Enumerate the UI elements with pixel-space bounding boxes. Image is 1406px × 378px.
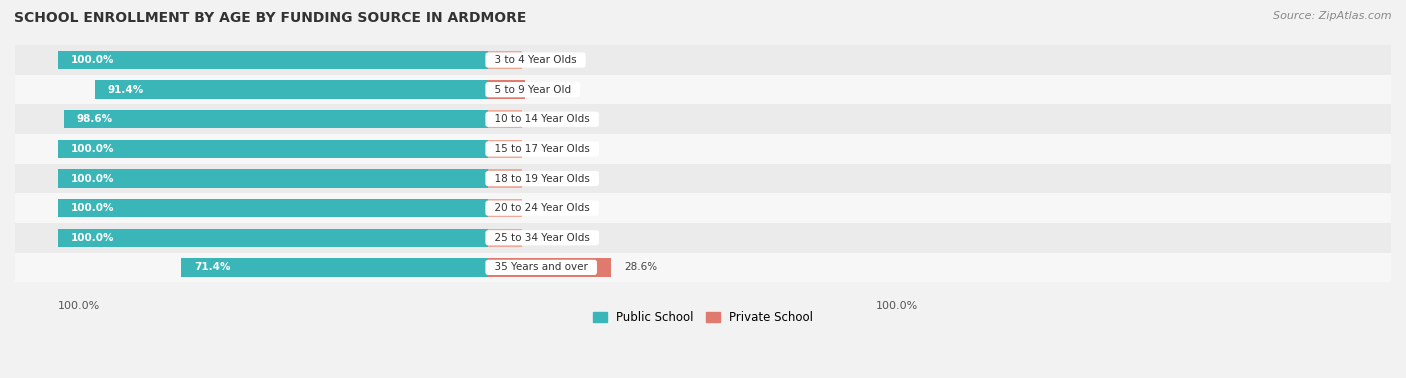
Bar	[488, 140, 523, 158]
Bar	[15, 134, 1391, 164]
Text: 1.4%: 1.4%	[536, 114, 562, 124]
Bar	[15, 104, 1391, 134]
Text: 100.0%: 100.0%	[58, 301, 100, 311]
Bar	[58, 169, 488, 188]
Bar	[15, 193, 1391, 223]
Bar	[15, 223, 1391, 253]
Text: 25 to 34 Year Olds: 25 to 34 Year Olds	[488, 233, 596, 243]
Text: 35 Years and over: 35 Years and over	[488, 262, 595, 273]
Text: 3 to 4 Year Olds: 3 to 4 Year Olds	[488, 55, 583, 65]
Text: 0.0%: 0.0%	[536, 203, 561, 213]
Text: 18 to 19 Year Olds: 18 to 19 Year Olds	[488, 174, 596, 184]
Bar	[488, 110, 523, 129]
Bar	[488, 81, 524, 99]
Text: 100.0%: 100.0%	[70, 174, 114, 184]
Bar	[96, 81, 488, 99]
Text: 100.0%: 100.0%	[70, 55, 114, 65]
Text: 91.4%: 91.4%	[108, 85, 145, 94]
Bar	[15, 253, 1391, 282]
Bar	[58, 140, 488, 158]
Text: 5 to 9 Year Old: 5 to 9 Year Old	[488, 85, 578, 94]
Text: 98.6%: 98.6%	[77, 114, 112, 124]
Bar	[15, 75, 1391, 104]
Text: 100.0%: 100.0%	[70, 233, 114, 243]
Text: 100.0%: 100.0%	[70, 144, 114, 154]
Text: 0.0%: 0.0%	[536, 233, 561, 243]
Bar	[488, 258, 612, 277]
Bar	[488, 169, 523, 188]
Bar	[181, 258, 488, 277]
Bar	[58, 51, 488, 69]
Bar	[65, 110, 488, 129]
Text: 100.0%: 100.0%	[70, 203, 114, 213]
Text: 28.6%: 28.6%	[624, 262, 657, 273]
Bar	[488, 229, 523, 247]
Bar	[15, 164, 1391, 193]
Text: 100.0%: 100.0%	[876, 301, 918, 311]
Bar	[488, 51, 523, 69]
Text: SCHOOL ENROLLMENT BY AGE BY FUNDING SOURCE IN ARDMORE: SCHOOL ENROLLMENT BY AGE BY FUNDING SOUR…	[14, 11, 526, 25]
Text: 10 to 14 Year Olds: 10 to 14 Year Olds	[488, 114, 596, 124]
Bar	[15, 45, 1391, 75]
Bar	[488, 199, 523, 217]
Text: Source: ZipAtlas.com: Source: ZipAtlas.com	[1274, 11, 1392, 21]
Text: 0.0%: 0.0%	[536, 174, 561, 184]
Bar	[58, 199, 488, 217]
Bar	[58, 229, 488, 247]
Text: 20 to 24 Year Olds: 20 to 24 Year Olds	[488, 203, 596, 213]
Text: 0.0%: 0.0%	[536, 144, 561, 154]
Text: 71.4%: 71.4%	[194, 262, 231, 273]
Text: 15 to 17 Year Olds: 15 to 17 Year Olds	[488, 144, 596, 154]
Text: 8.6%: 8.6%	[538, 85, 564, 94]
Legend: Public School, Private School: Public School, Private School	[588, 306, 818, 328]
Text: 0.0%: 0.0%	[536, 55, 561, 65]
